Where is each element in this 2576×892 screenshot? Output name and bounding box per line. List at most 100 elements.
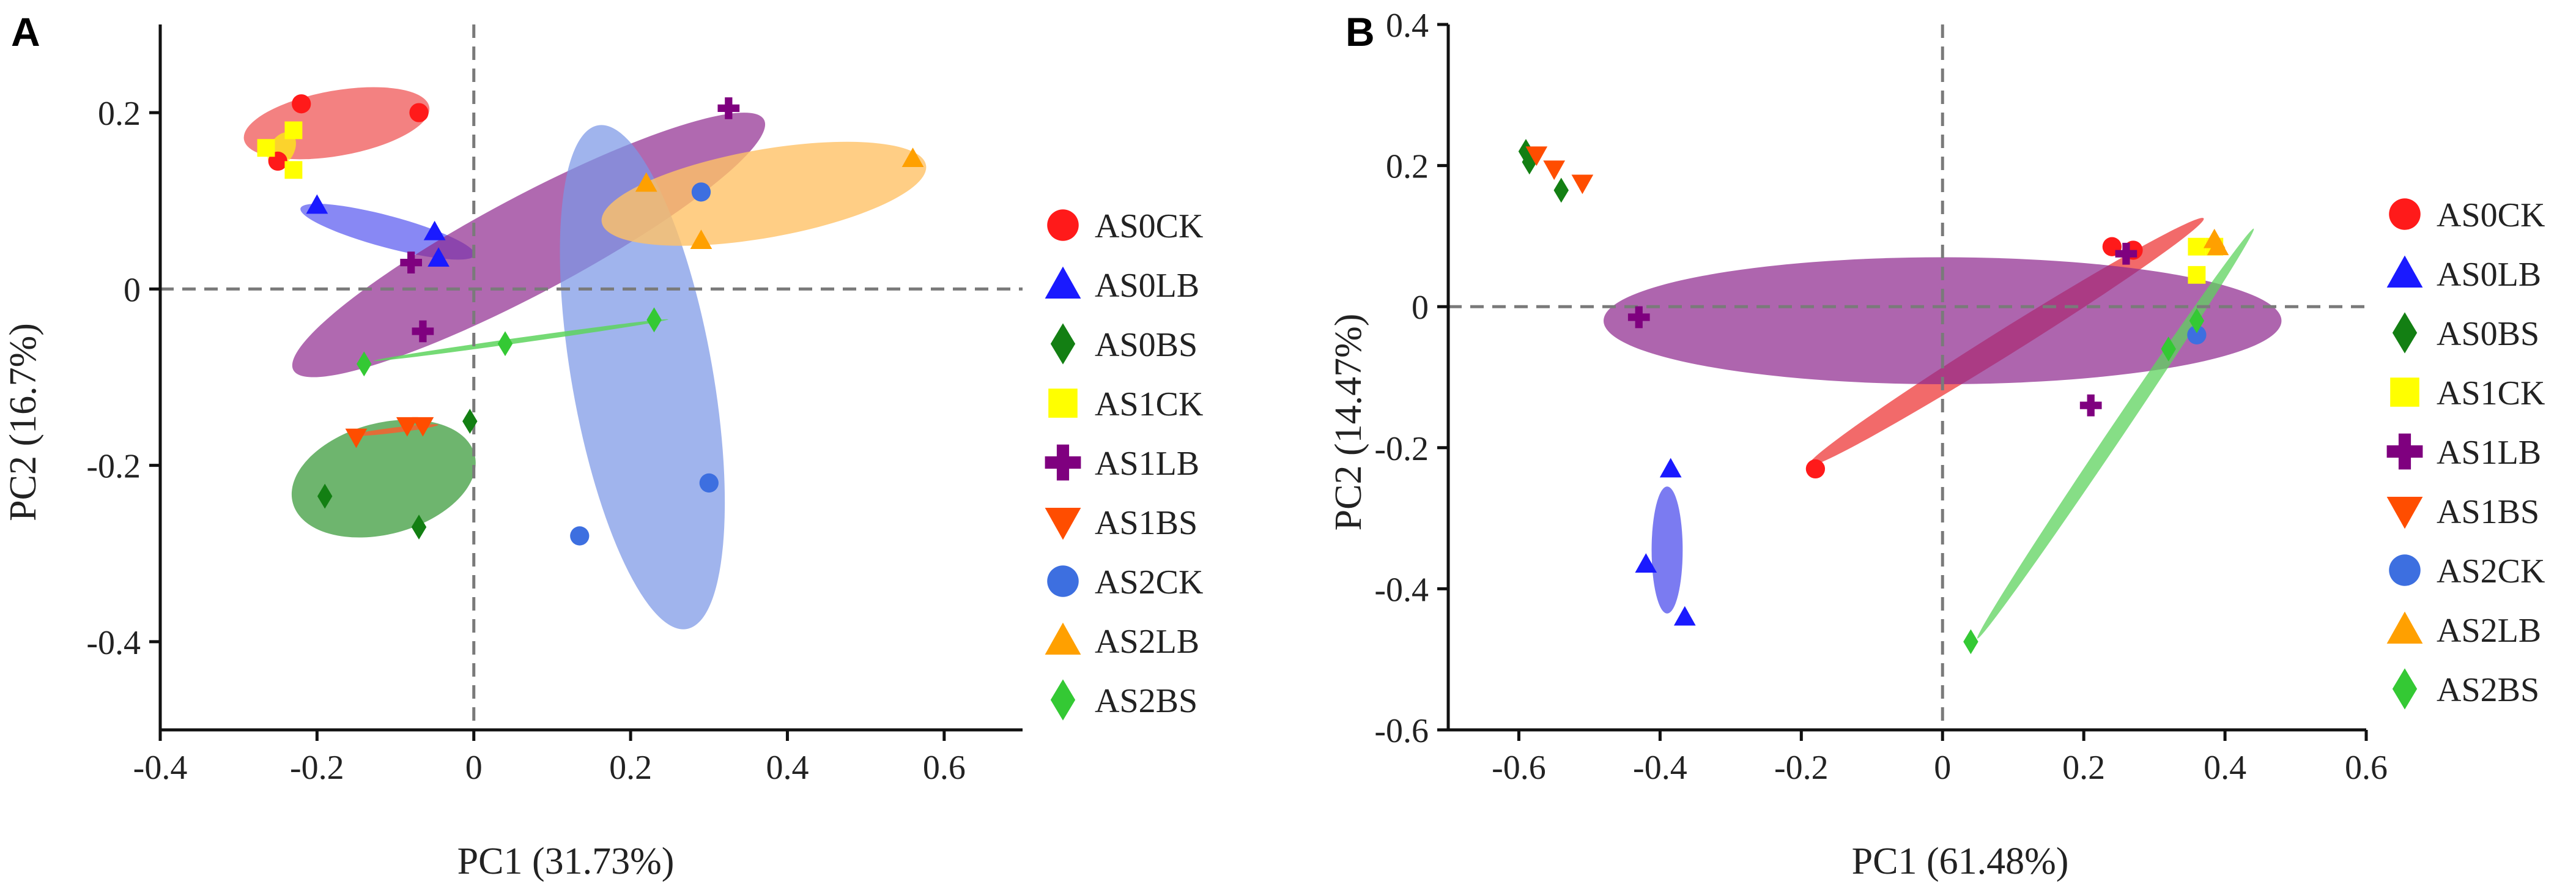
- y-tick-label-b-0: 0.4: [1386, 7, 1429, 45]
- point-as2lb-1-a: [635, 172, 657, 192]
- legend-marker-as0ck-b: [2389, 198, 2421, 230]
- point-as1ck-2-b: [2188, 266, 2206, 284]
- ellipse-as2lb-a: [601, 141, 927, 246]
- x-tick-label-b-1: -0.4: [1633, 749, 1687, 787]
- legend-label-as2bs-b: AS2BS: [2437, 671, 2539, 709]
- y-tick-label-a-0: 0.2: [98, 95, 141, 133]
- point-as1ck-1-b: [2188, 237, 2206, 256]
- legend-marker-as2ck-b: [2389, 554, 2421, 586]
- legend-label-as1lb-b: AS1LB: [2437, 434, 2541, 472]
- x-tick-label-b-3: 0: [1934, 749, 1951, 787]
- y-axis-label-a: PC2 (16.7%): [2, 323, 44, 521]
- legend-marker-as2lb-a: [1045, 622, 1081, 655]
- ellipse-as1bs-a: [352, 424, 439, 436]
- point-as2lb-3-a: [901, 147, 924, 168]
- point-as1lb-2-b: [2079, 394, 2102, 417]
- point-as1lb-3-b: [2115, 242, 2137, 265]
- legend-label-as0lb-a: AS0LB: [1095, 267, 1199, 305]
- point-as0bs-2-b: [1522, 149, 1538, 175]
- point-as2ck-2-a: [699, 473, 719, 493]
- y-tick-label-b-1: 0.2: [1386, 148, 1429, 186]
- x-tick-label-a-2: 0: [465, 749, 483, 787]
- point-as0lb-1-a: [306, 194, 328, 214]
- point-as2bs-2-a: [497, 331, 513, 357]
- point-as0bs-2-a: [411, 515, 427, 540]
- point-as2lb-2-b: [2207, 236, 2229, 256]
- x-tick-label-b-4: 0.2: [2062, 749, 2105, 787]
- x-tick-label-a-1: -0.2: [290, 749, 344, 787]
- legend-marker-as1lb-b: [2386, 433, 2423, 470]
- plot-area-a: -0.4 -0.2 0 0.2 0.4 0.6 0.2 0 -0.2 -0.4: [86, 24, 1023, 787]
- legend-label-as2lb-b: AS2LB: [2437, 612, 2541, 650]
- x-axis-label-a: PC1 (31.73%): [457, 841, 675, 882]
- legend-marker-as1lb-a: [1045, 444, 1081, 481]
- point-as2ck-3-a: [570, 526, 590, 546]
- legend-a: AS0CK AS0LB AS0BS AS1CK AS1LB AS1BS AS2CK AS2LB…: [1045, 207, 1203, 721]
- legend-label-as0ck-b: AS0CK: [2437, 196, 2545, 234]
- point-as1ck-1-a: [257, 139, 275, 157]
- point-as0bs-1-a: [317, 483, 333, 509]
- point-as0lb-3-a: [427, 247, 450, 267]
- y-tick-label-a-2: -0.2: [86, 448, 141, 486]
- legend-marker-as0ck-a: [1047, 209, 1079, 241]
- legend-marker-as2ck-a: [1047, 565, 1079, 597]
- point-as1lb-1-a: [717, 97, 740, 119]
- x-tick-label-b-6: 0.6: [2345, 749, 2388, 787]
- point-as0bs-3-a: [462, 409, 478, 434]
- point-as0ck-3-a: [409, 103, 429, 122]
- x-tick-label-a-5: 0.6: [923, 749, 966, 787]
- ellipse-as0bs-a: [291, 419, 476, 538]
- point-as1bs-2-a: [396, 417, 418, 437]
- point-as0ck-3-b: [1805, 459, 1826, 479]
- y-tick-label-b-4: -0.4: [1374, 571, 1429, 609]
- x-tick-label-b-5: 0.4: [2204, 749, 2246, 787]
- legend-b: AS0CK AS0LB AS0BS AS1CK AS1LB AS1BS AS2CK AS2LB…: [2386, 196, 2545, 710]
- legend-marker-as1bs-b: [2386, 497, 2423, 529]
- x-tick-label-b-2: -0.2: [1774, 749, 1829, 787]
- x-tick-label-b-0: -0.6: [1492, 749, 1546, 787]
- point-as1ck-2-a: [284, 121, 303, 139]
- panel-label-b: B: [1345, 9, 1375, 54]
- y-tick-label-b-5: -0.6: [1374, 712, 1429, 750]
- point-as2bs-3-b: [2189, 308, 2205, 333]
- point-as0lb-1-b: [1659, 458, 1682, 478]
- point-as1bs-3-a: [412, 417, 434, 437]
- point-as2ck-1-b: [2187, 325, 2207, 344]
- panel-a: A -0.4 -0.2 0 0.2 0.4 0.6 0.2 0 -0.2 -0.4 PC2 (16…: [2, 9, 1203, 882]
- y-tick-label-b-3: -0.2: [1374, 430, 1429, 468]
- legend-label-as1bs-b: AS1BS: [2437, 493, 2539, 531]
- legend-marker-as1bs-a: [1045, 508, 1081, 540]
- x-tick-label-a-0: -0.4: [133, 749, 188, 787]
- ellipse-as2bs-b: [1977, 228, 2254, 639]
- point-as0lb-2-a: [423, 220, 446, 240]
- legend-label-as2lb-a: AS2LB: [1095, 623, 1199, 661]
- point-as2bs-3-a: [646, 307, 662, 333]
- point-as1bs-2-b: [1543, 160, 1566, 180]
- legend-marker-as0bs-a: [1050, 323, 1076, 365]
- legend-marker-as2bs-b: [2392, 668, 2418, 710]
- y-tick-label-b-2: 0: [1412, 289, 1429, 327]
- panel-label-a: A: [11, 9, 40, 54]
- legend-label-as1ck-b: AS1CK: [2437, 374, 2545, 412]
- y-axis-label-b: PC2 (14.47%): [1328, 314, 1369, 531]
- y-tick-label-a-3: -0.4: [86, 624, 141, 662]
- point-as1bs-1-a: [345, 428, 368, 448]
- x-tick-label-a-3: 0.2: [609, 749, 652, 787]
- point-as0bs-3-b: [1553, 177, 1569, 203]
- legend-marker-as2lb-b: [2386, 611, 2423, 644]
- legend-marker-as0lb-a: [1045, 266, 1081, 299]
- point-as1ck-3-a: [284, 161, 303, 179]
- point-as1lb-1-b: [1627, 306, 1650, 329]
- legend-marker-as1ck-a: [1048, 388, 1078, 418]
- legend-marker-as1ck-b: [2390, 377, 2419, 407]
- point-as1bs-3-b: [1571, 174, 1594, 195]
- legend-label-as2bs-a: AS2BS: [1095, 682, 1197, 720]
- legend-marker-as0bs-b: [2392, 312, 2418, 354]
- legend-label-as0ck-a: AS0CK: [1095, 207, 1203, 245]
- point-as1lb-3-a: [412, 320, 434, 343]
- point-as0ck-1-a: [292, 94, 311, 114]
- legend-label-as0bs-b: AS0BS: [2437, 315, 2539, 353]
- point-as1bs-1-b: [1525, 146, 1548, 166]
